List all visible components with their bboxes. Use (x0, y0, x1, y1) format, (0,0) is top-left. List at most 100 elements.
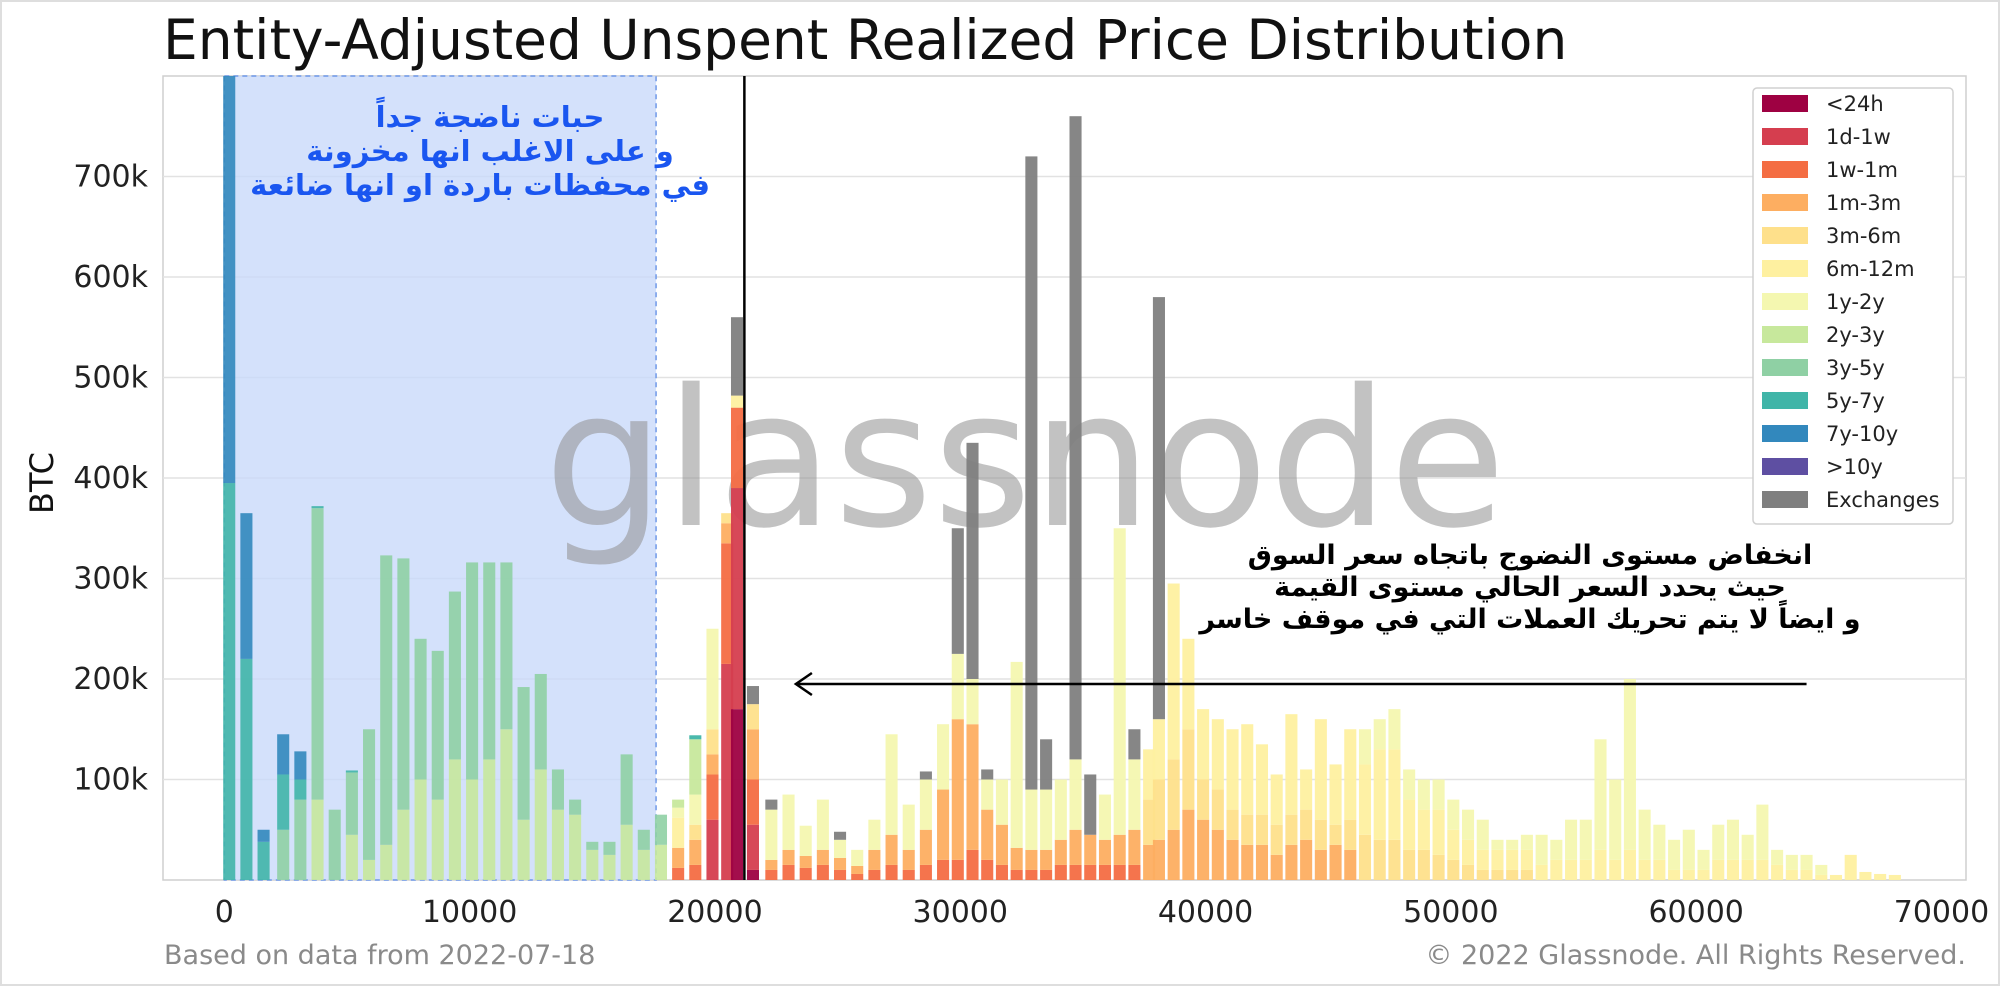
bar-segment-6m12m (1300, 769, 1313, 810)
bar-segment-1m3m (885, 834, 898, 865)
bar-segment-1y2y (799, 825, 812, 856)
bar-series (223, 76, 1901, 880)
bar-segment-24h (730, 709, 744, 880)
legend-swatch (1762, 128, 1808, 145)
bar-segment-1m3m (919, 829, 932, 865)
bar-segment-6m12m (1741, 859, 1754, 880)
bar-segment-6m12m (1565, 859, 1578, 880)
legend-swatch (1762, 161, 1808, 178)
legend-label: 3m-6m (1826, 224, 1901, 248)
bar-segment-6m12m (1712, 859, 1725, 880)
bar-segment-Exchanges (1025, 156, 1038, 790)
bar-segment-1m3m (902, 849, 915, 870)
y-axis: 100k 200k 300k 400k 500k 600k 700k (73, 160, 148, 798)
bar-segment-6m12m (1756, 859, 1769, 880)
bar-segment-6m12m (1358, 764, 1372, 835)
bar-segment-1w1m (851, 873, 864, 880)
bar-segment-Exchanges (951, 528, 964, 654)
bar-segment-2y3y (397, 809, 410, 880)
bar-segment-5y7y (311, 506, 324, 509)
legend-swatch (1762, 95, 1808, 112)
bar-segment-6m12m (1211, 719, 1224, 790)
bar-segment-1m3m (706, 754, 719, 775)
watermark: glassnode (544, 349, 1506, 570)
bar-segment-3m6m (1388, 839, 1401, 880)
legend-swatch (1762, 359, 1808, 376)
bar-segment-2y3y (466, 779, 479, 880)
x-tick-label: 70000 (1894, 895, 1989, 930)
bar-segment-3m6m (1152, 779, 1165, 840)
bar-segment-6m12m (1373, 749, 1386, 840)
bar-segment-1m3m (1329, 844, 1342, 880)
bar-segment-1y2y (1054, 779, 1067, 840)
bar-segment-1m3m (1344, 849, 1357, 880)
arrow-head (793, 671, 813, 697)
bar-segment-6m12m (1506, 849, 1519, 870)
bar-segment-1m3m (1010, 847, 1023, 870)
bar-segment-6m12m (1152, 719, 1165, 780)
bar-segment-3m6m (1344, 819, 1357, 850)
bar-segment-1d1w (706, 819, 719, 880)
bar-segment-3m6m (1167, 759, 1180, 830)
bar-segment-6m12m (1344, 729, 1357, 820)
bar-segment-1w1m (966, 849, 979, 880)
bar-segment-3y5y (311, 508, 324, 800)
bar-segment-1w1m (951, 859, 964, 880)
bar-segment-1y2y (1358, 729, 1372, 765)
bar-segment-3m6m (1432, 854, 1445, 880)
bar-segment-3m6m (1182, 729, 1195, 810)
bar-segment-1y2y (1010, 661, 1023, 848)
bar-segment-1m3m (1143, 844, 1156, 880)
bar-segment-3m6m (1417, 849, 1430, 880)
bar-segment-6m12m (1388, 749, 1401, 840)
bar-segment-7y10y (223, 76, 236, 484)
annotation-line: و ايضاً لا يتم تحريك العملات التي في موق… (1199, 603, 1861, 635)
bar-segment-2y3y (345, 834, 358, 880)
bar-segment-1m3m (746, 729, 759, 780)
bar-segment-1w1m (981, 859, 994, 880)
bar-segment-7y10y (257, 829, 270, 842)
bar-segment-3m6m (1358, 834, 1372, 880)
bar-segment-5y7y (240, 658, 253, 880)
bar-segment-6m12m (1417, 809, 1430, 850)
bar-segment-6m12m (1314, 719, 1327, 820)
bar-segment-1w1m (672, 867, 685, 880)
data-date-note: Based on data from 2022-07-18 (164, 940, 596, 971)
legend-swatch (1762, 458, 1808, 475)
bar-segment-1w1m (782, 864, 795, 880)
y-tick-label: 100k (73, 763, 148, 798)
x-tick-label: 40000 (1158, 895, 1253, 930)
bar-segment-1y2y (951, 653, 964, 720)
bar-segment-3m6m (1373, 839, 1386, 880)
bar-segment-1y2y (1785, 854, 1798, 870)
bar-segment-1m3m (1098, 839, 1112, 865)
bar-segment-1w1m (1128, 864, 1141, 880)
bar-segment-3y5y (466, 562, 479, 780)
bar-segment-7y10y (277, 734, 290, 775)
bar-segment-1m3m (1069, 829, 1082, 865)
bar-segment-3m6m (1255, 814, 1269, 845)
legend-label: 7y-10y (1826, 422, 1898, 446)
chart-title: Entity-Adjusted Unspent Realized Price D… (163, 8, 1568, 72)
bar-segment-3m6m (1143, 799, 1156, 845)
bar-segment-3y5y (500, 562, 513, 730)
bar-segment-Exchanges (966, 442, 979, 679)
bar-segment-3y5y (620, 754, 633, 825)
bar-segment-6m12m (1668, 869, 1681, 880)
bar-segment-1w1m (885, 864, 898, 880)
bar-segment-3y5y (397, 558, 410, 810)
bar-segment-2y3y (448, 759, 461, 880)
bar-segment-1m3m (1211, 829, 1224, 880)
legend-swatch (1762, 293, 1808, 310)
bar-segment-6m12m (1638, 859, 1651, 880)
bar-segment-1y2y (1506, 839, 1519, 850)
bar-segment-1m3m (981, 809, 994, 860)
bar-segment-3y5y (569, 799, 582, 815)
annotation-arrow (793, 671, 1807, 697)
bar-segment-1m3m (951, 719, 964, 860)
bar-segment-1w1m (1098, 864, 1112, 880)
bar-segment-6m12m (1403, 799, 1416, 850)
bar-segment-3m6m (746, 704, 759, 730)
bar-segment-1y2y (782, 794, 795, 850)
